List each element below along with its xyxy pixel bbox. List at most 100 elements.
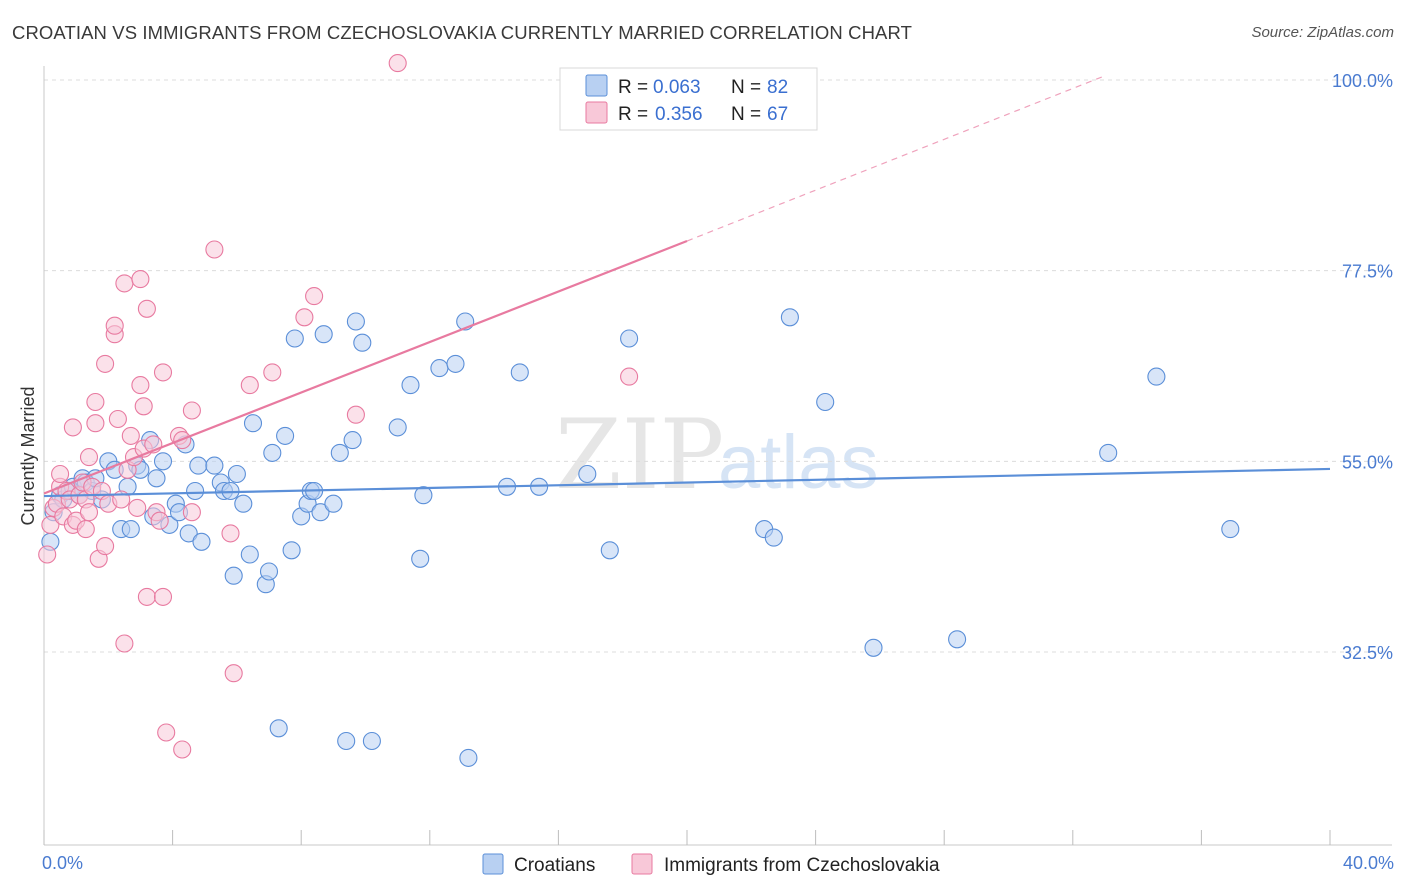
- point-1-56: [240, 376, 259, 395]
- point-1-31: [115, 634, 134, 653]
- point-0-63: [414, 486, 433, 505]
- point-0-51: [311, 503, 330, 522]
- point-0-28: [186, 481, 205, 501]
- legend-r-label-czechoslovakia: R =: [618, 104, 648, 125]
- legend-swatch-croatians: [585, 74, 608, 97]
- point-0-78: [864, 638, 883, 657]
- point-1-52: [182, 401, 201, 420]
- point-0-65: [446, 354, 465, 373]
- watermark-zip: ZIP: [555, 399, 724, 511]
- point-0-82: [1221, 520, 1240, 539]
- point-1-45: [153, 587, 173, 606]
- point-0-38: [240, 545, 259, 564]
- x-tick-label-1: 40.0%: [1343, 853, 1394, 873]
- point-0-60: [388, 418, 407, 437]
- point-0-29: [192, 532, 211, 551]
- legend-n-label-croatians: N =: [731, 77, 761, 98]
- point-1-20: [86, 392, 105, 412]
- trend-line-extension-1: [686, 75, 1106, 242]
- series-legend-swatch-croatians: [482, 853, 504, 875]
- point-0-81: [1147, 367, 1166, 386]
- point-0-64: [430, 359, 449, 378]
- x-axis-ticks: [43, 830, 1331, 845]
- point-0-46: [285, 329, 304, 348]
- point-0-42: [263, 443, 282, 462]
- point-0-58: [353, 333, 372, 352]
- series-legend: Croatians Immigrants from Czechoslovakia: [482, 853, 940, 876]
- point-0-62: [411, 549, 430, 568]
- point-0-43: [269, 719, 288, 738]
- point-1-30: [115, 274, 134, 293]
- y-axis-tick-labels: 32.5% 55.0% 77.5% 100.0%: [1332, 71, 1393, 663]
- point-1-57: [263, 363, 282, 382]
- point-1-50: [173, 740, 192, 759]
- point-0-27: [179, 524, 198, 543]
- point-1-59: [305, 287, 324, 306]
- legend-r-value-czechoslovakia: 0.356: [655, 104, 703, 125]
- point-1-10: [63, 418, 82, 437]
- point-0-16: [121, 520, 140, 539]
- trend-line-0: [43, 467, 1331, 498]
- x-axis-tick-labels: 0.0% 40.0%: [42, 853, 1394, 873]
- point-1-53: [205, 240, 224, 259]
- point-0-41: [259, 562, 279, 581]
- trend-line-1: [43, 239, 688, 495]
- point-0-54: [330, 443, 349, 462]
- point-0-31: [205, 456, 224, 475]
- watermark-atlas: atlas: [718, 420, 879, 505]
- point-1-16: [79, 448, 99, 467]
- point-1-14: [76, 520, 95, 539]
- point-0-69: [510, 363, 529, 382]
- point-0-44: [276, 426, 295, 445]
- point-0-37: [234, 494, 253, 513]
- point-1-62: [620, 367, 639, 386]
- y-tick-label-0: 32.5%: [1342, 643, 1393, 663]
- point-1-37: [131, 376, 150, 395]
- series-legend-label-croatians: Croatians: [514, 855, 595, 876]
- chart-title: CROATIAN VS IMMIGRANTS FROM CZECHOSLOVAK…: [12, 22, 913, 43]
- point-1-41: [137, 299, 156, 318]
- point-0-79: [948, 630, 967, 649]
- point-1-47: [157, 723, 176, 742]
- point-0-76: [780, 308, 799, 327]
- axes: [43, 66, 1392, 846]
- point-0-80: [1099, 443, 1118, 462]
- point-0-35: [224, 566, 243, 585]
- legend-n-label-czechoslovakia: N =: [731, 104, 761, 125]
- gridlines: [44, 79, 1392, 653]
- point-0-36: [227, 464, 246, 484]
- point-1-17: [79, 503, 99, 522]
- point-1-55: [224, 664, 243, 683]
- point-1-35: [128, 498, 147, 517]
- watermark: ZIP atlas: [555, 399, 879, 511]
- point-1-23: [96, 537, 115, 556]
- point-1-36: [131, 270, 150, 289]
- point-0-57: [346, 312, 365, 331]
- point-0-75: [764, 528, 783, 547]
- point-0-21: [147, 469, 166, 488]
- point-1-46: [153, 363, 173, 382]
- point-0-53: [324, 494, 343, 513]
- point-1-19: [86, 414, 105, 433]
- point-1-54: [221, 524, 240, 543]
- point-1-33: [121, 426, 140, 445]
- y-tick-label-3: 100.0%: [1332, 71, 1393, 91]
- series-1-points: [38, 54, 639, 759]
- point-0-73: [620, 329, 639, 348]
- point-1-27: [105, 316, 124, 335]
- point-1-40: [137, 587, 156, 606]
- point-1-28: [108, 409, 127, 429]
- legend-n-value-czechoslovakia: 67: [767, 104, 788, 125]
- series-0-points: [41, 308, 1240, 767]
- point-1-0: [38, 545, 57, 564]
- legend-swatch-czechoslovakia: [585, 101, 608, 124]
- y-tick-label-2: 77.5%: [1342, 262, 1393, 282]
- point-0-71: [578, 464, 597, 484]
- point-0-56: [343, 431, 362, 450]
- point-1-24: [96, 354, 115, 373]
- data-points: [38, 54, 1240, 767]
- point-0-59: [362, 731, 381, 751]
- point-1-1: [41, 515, 60, 534]
- point-0-77: [816, 392, 835, 412]
